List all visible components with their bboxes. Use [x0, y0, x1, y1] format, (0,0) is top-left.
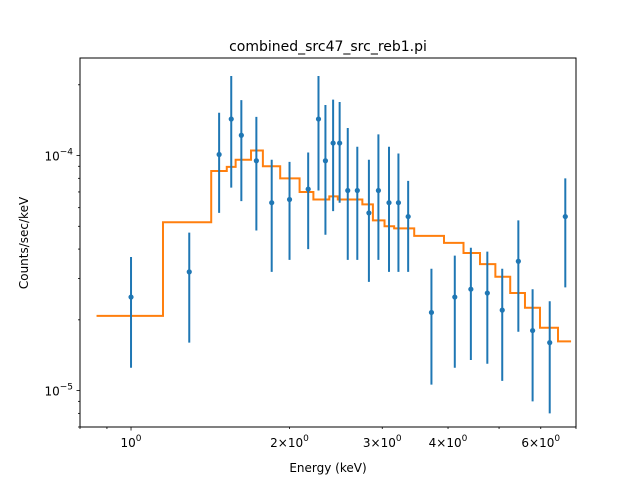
- data-marker: [515, 258, 521, 264]
- x-tick-label: 6×100: [521, 434, 560, 450]
- data-point: [128, 257, 134, 368]
- x-axis-ticks: 100 2×100 3×100 4×100 6×100: [79, 427, 577, 450]
- data-point: [330, 99, 336, 212]
- data-marker: [330, 140, 336, 146]
- data-marker: [228, 116, 234, 122]
- data-marker: [468, 286, 474, 292]
- data-point: [515, 220, 521, 332]
- x-tick-label: 100: [121, 434, 142, 450]
- data-marker: [269, 200, 275, 206]
- data-point: [286, 161, 293, 260]
- data-point: [452, 255, 458, 368]
- data-point: [484, 251, 490, 364]
- data-marker: [386, 200, 392, 206]
- data-point: [186, 232, 192, 343]
- data-point: [547, 301, 553, 414]
- data-point: [468, 247, 474, 360]
- data-point: [354, 146, 360, 260]
- data-marker: [354, 187, 360, 194]
- x-tick-label: 3×100: [363, 434, 402, 450]
- data-marker: [345, 187, 351, 194]
- data-marker: [405, 213, 411, 220]
- x-tick-label: 2×100: [270, 434, 309, 450]
- data-point: [530, 289, 536, 402]
- data-marker: [484, 290, 490, 296]
- y-axis-label: Counts/sec/keV: [17, 196, 31, 289]
- data-marker: [562, 213, 568, 220]
- x-axis-label: Energy (keV): [289, 461, 366, 475]
- data-point: [428, 268, 435, 385]
- y-tick-label: 10−4: [44, 148, 73, 164]
- data-marker: [305, 186, 311, 192]
- data-point: [315, 75, 322, 191]
- chart-title: combined_src47_src_reb1.pi: [229, 39, 427, 55]
- plot-area: [96, 75, 572, 414]
- data-marker: [216, 151, 222, 158]
- data-point: [228, 75, 234, 188]
- data-point: [375, 134, 382, 260]
- y-axis-ticks: 10−5 10−4: [44, 84, 80, 428]
- x-tick-label: 4×100: [429, 434, 468, 450]
- data-point: [395, 153, 402, 272]
- data-marker: [238, 132, 244, 138]
- data-point: [562, 178, 568, 288]
- data-marker: [395, 200, 402, 206]
- data-point: [499, 268, 505, 381]
- data-marker: [428, 309, 435, 316]
- model-step-line: [96, 149, 572, 343]
- data-marker: [128, 294, 134, 300]
- data-marker: [337, 140, 343, 146]
- data-point: [386, 146, 392, 272]
- data-point: [305, 152, 311, 250]
- data-point: [366, 159, 372, 282]
- data-point: [216, 112, 222, 213]
- data-marker: [375, 187, 382, 194]
- data-marker: [253, 158, 259, 164]
- plot-content: [96, 75, 572, 414]
- data-marker: [322, 158, 329, 164]
- data-point: [322, 105, 329, 235]
- axes-frame: [79, 57, 577, 428]
- data-point: [238, 100, 244, 202]
- data-point: [253, 116, 259, 231]
- data-marker: [452, 294, 458, 300]
- data-marker: [315, 116, 322, 122]
- data-marker: [499, 307, 505, 313]
- data-point: [337, 101, 343, 203]
- data-marker: [530, 327, 536, 334]
- data-marker: [186, 269, 192, 275]
- data-point: [405, 180, 411, 272]
- y-tick-label: 10−5: [44, 383, 73, 399]
- data-point: [269, 159, 275, 272]
- data-point: [345, 127, 351, 260]
- data-marker: [547, 340, 553, 346]
- axes: 100 2×100 3×100 4×100 6×100 10−5 10−4: [44, 57, 577, 450]
- data-marker: [286, 196, 293, 203]
- data-marker: [366, 210, 372, 216]
